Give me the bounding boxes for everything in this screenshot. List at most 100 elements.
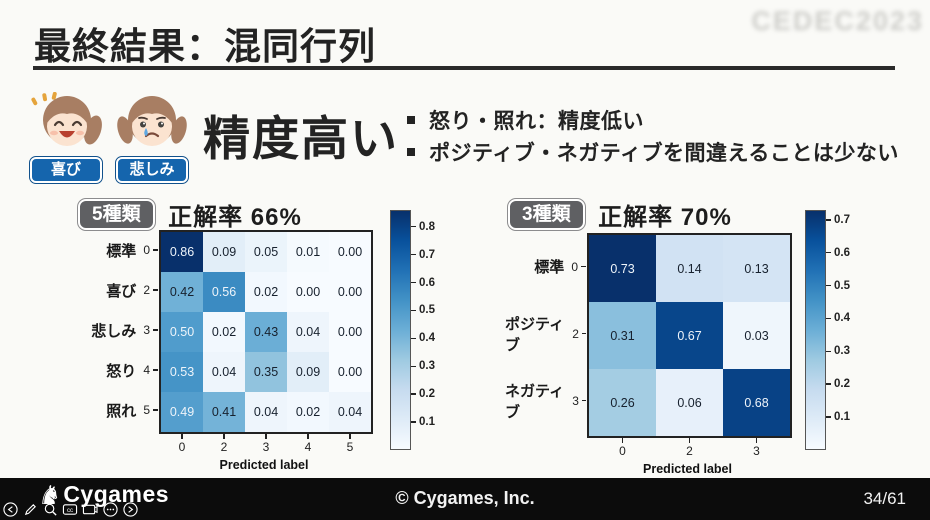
row-label-id: 2 [143,283,150,297]
y-tick-mark [581,265,586,268]
matrix-cell: 0.73 [589,235,656,302]
x-tick-mark [755,438,758,443]
magnifier-icon[interactable] [42,501,58,517]
footer-bar: ♞ Cygames © Cygames, Inc. 34/61 [0,478,930,520]
row-label: 標準 0 [534,233,586,300]
colorbar-tick-label: 0.2 [419,388,435,401]
back-arrow-icon[interactable] [2,501,18,517]
colorbar [390,210,411,450]
row-label-text: 標準 [534,259,565,276]
colorbar-tick: 0.6 [826,246,850,260]
colorbar-tick-mark [411,253,416,256]
colorbar-tick: 0.2 [826,377,850,391]
matrix-cell: 0.04 [203,352,245,392]
cygames-logo-text: Cygames [63,481,170,507]
notes-bullet-list: 怒り・照れ：精度低い ポジティブ・ネガティブを間違えることは少ない [407,104,899,168]
bullet-square-icon [407,148,415,156]
colorbar-tick-label: 0.6 [419,276,435,289]
colorbar-tick: 0.7 [826,213,850,227]
page-title: 最終結果：混同行列 [34,26,376,67]
row-label-id: 3 [143,323,150,337]
col-label-text: 2 [686,444,693,458]
colorbar-tick-label: 0.7 [834,213,850,226]
col-label: 4 [287,434,329,454]
col-label-text: 3 [262,440,270,454]
x-axis-title: Predicted label [643,462,732,476]
colorbar-tick-mark [411,393,416,395]
class-count-badge: 3種類 [507,198,586,231]
colorbar-tick-mark [826,416,831,418]
colorbar-tick: 0.1 [826,410,850,424]
matrix-cell: 0.68 [723,369,790,436]
matrix-cell: 0.02 [287,392,329,432]
matrix-cell: 0.53 [161,352,203,392]
row-label-text: 標準 [106,242,137,260]
x-tick-mark [181,434,183,439]
pencil-icon[interactable] [22,501,38,517]
more-icon[interactable] [102,501,118,517]
matrix-cell: 0.04 [287,312,329,352]
colorbar-tick-mark [826,383,831,385]
colorbar-tick-label: 0.4 [834,312,850,325]
row-label-text: ポジティブ [505,315,565,354]
colorbar-tick-label: 0.4 [419,332,435,345]
confusion-matrix-3class: 3種類 正解率 70% 標準 0 ポジティブ 2 ネガティブ 3 0.73 0.14 0.13… [505,196,885,476]
display-icon[interactable] [82,501,98,517]
col-label: 0 [589,438,656,458]
viewer-toolbar: cc [2,501,138,517]
colorbar [805,210,826,450]
row-label-id: 5 [143,403,150,417]
row-label: 照れ 5 [106,390,158,430]
matrix-cell: 0.13 [723,235,790,302]
bullet-item: 怒り・照れ：精度低い [407,104,899,136]
x-tick-labels: 0 2 3 4 5 [161,434,371,454]
joy-character: 喜び [26,92,106,184]
row-label: ネガティブ 3 [505,367,586,434]
colorbar-tick-label: 0.6 [834,246,850,259]
matrix-cell: 0.67 [656,302,723,369]
bullet-square-icon [407,116,415,124]
cygames-logo: ♞ Cygames [38,480,170,510]
heatmap-matrix: 0.73 0.14 0.13 0.31 0.67 0.03 0.26 0.06 0.68 [587,233,792,438]
colorbar-tick: 0.2 [411,387,435,401]
y-tick-mark [153,289,158,291]
col-label: 2 [656,438,723,458]
forward-arrow-icon[interactable] [122,501,138,517]
row-label-id: 4 [143,363,150,377]
chart-title-accuracy: 正解率 70% [598,204,732,231]
row-label-text: 悲しみ [91,322,137,340]
y-tick-mark [153,249,158,251]
row-label-text: 照れ [106,402,137,420]
colorbar-tick-mark [826,219,831,221]
colorbar-tick: 0.1 [411,415,435,429]
colorbar-tick-mark [411,281,416,284]
colorbar-tick-label: 0.2 [834,378,850,391]
matrix-cell: 0.00 [329,312,371,352]
matrix-cell: 0.04 [329,392,371,432]
chart-title-accuracy: 正解率 66% [168,204,302,231]
y-tick-mark [153,329,158,331]
colorbar-tick-label: 0.5 [834,279,850,292]
colorbar-tick: 0.8 [411,220,435,234]
matrix-cell: 0.04 [245,392,287,432]
colorbar-tick: 0.4 [826,311,850,325]
row-label-id: 2 [572,326,579,341]
colorbar-tick-label: 0.5 [419,304,435,317]
colorbar-tick-mark [411,225,416,228]
col-label-text: 0 [619,444,626,458]
matrix-cell: 0.35 [245,352,287,392]
emotion-label-sadness: 悲しみ [115,156,189,184]
closed-captions-icon[interactable]: cc [62,501,78,517]
x-tick-mark [621,438,624,443]
y-tick-mark [153,409,158,411]
x-axis-title: Predicted label [219,458,309,472]
colorbar-tick: 0.5 [826,279,850,293]
colorbar-tick: 0.6 [411,276,435,290]
row-label: 喜び 2 [106,270,158,310]
conference-watermark-logo: CEDEC2023 [751,6,924,36]
matrix-cell: 0.05 [245,232,287,272]
matrix-cell: 0.00 [287,272,329,312]
sad-girl-icon [117,96,187,146]
colorbar-tick-mark [826,350,831,353]
bullet-text: ポジティブ・ネガティブを間違えることは少ない [429,142,899,165]
